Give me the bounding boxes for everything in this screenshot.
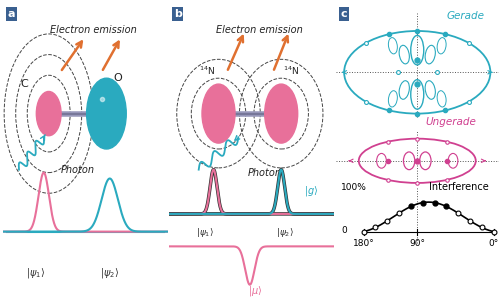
Text: 180°: 180°	[353, 239, 374, 248]
Text: $|g\rangle$: $|g\rangle$	[304, 184, 318, 198]
Text: $^{14}$N: $^{14}$N	[198, 65, 215, 77]
Text: Ungerade: Ungerade	[426, 117, 476, 128]
Text: 0: 0	[341, 226, 346, 235]
Circle shape	[36, 91, 61, 136]
Text: Electron emission: Electron emission	[216, 25, 303, 35]
Text: Electron emission: Electron emission	[50, 25, 136, 35]
Text: O: O	[113, 73, 122, 83]
Text: Gerade: Gerade	[446, 11, 484, 21]
Text: Photon: Photon	[60, 164, 94, 175]
Text: 90°: 90°	[409, 239, 425, 248]
Text: Photon: Photon	[248, 167, 282, 178]
Text: Interference: Interference	[428, 182, 488, 192]
Text: $^{14}$N: $^{14}$N	[283, 65, 299, 77]
Text: $|\psi_1\rangle$: $|\psi_1\rangle$	[26, 266, 45, 280]
Text: $|\psi_2\rangle$: $|\psi_2\rangle$	[276, 226, 293, 239]
Circle shape	[86, 78, 126, 149]
Text: c: c	[341, 9, 347, 19]
Circle shape	[202, 84, 235, 143]
Text: $|\mu\rangle$: $|\mu\rangle$	[248, 284, 262, 298]
Text: b: b	[174, 9, 182, 19]
Text: $|\psi_2\rangle$: $|\psi_2\rangle$	[100, 266, 119, 280]
Circle shape	[264, 84, 298, 143]
Text: 100%: 100%	[341, 183, 367, 192]
Text: a: a	[8, 9, 15, 19]
Text: C: C	[20, 79, 28, 89]
Text: 0°: 0°	[488, 239, 499, 248]
Text: $|\psi_1\rangle$: $|\psi_1\rangle$	[196, 226, 214, 239]
